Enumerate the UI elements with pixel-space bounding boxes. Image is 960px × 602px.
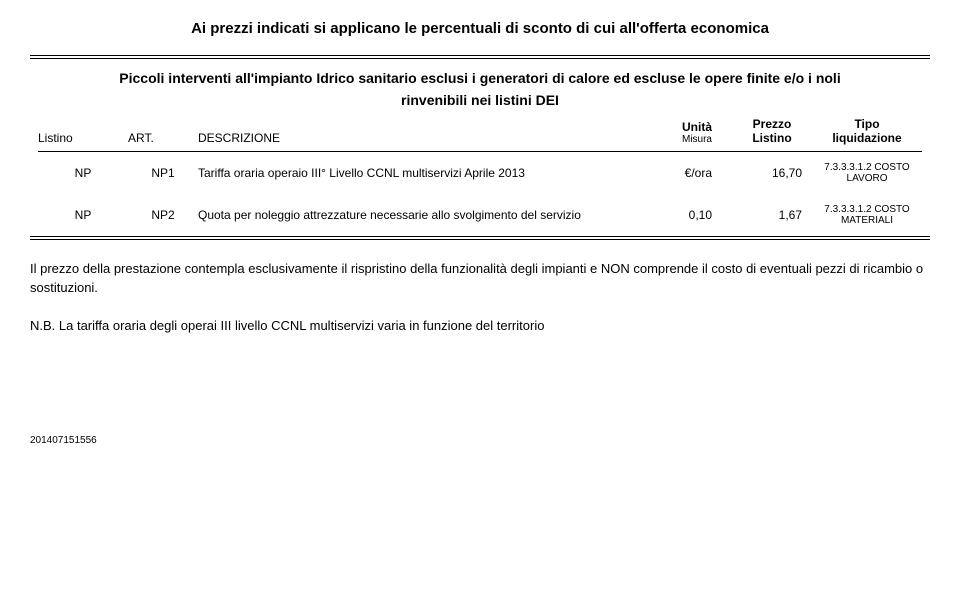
table-frame: Piccoli interventi all'impianto Idrico s… [30,55,930,240]
col-unit-line2: Misura [662,134,732,145]
cell-listino: NP [38,208,128,222]
footer-code: 201407151556 [30,435,930,446]
column-headers: Listino ART. DESCRIZIONE Unità Misura Pr… [38,113,922,152]
cell-tipo: 7.3.3.3.1.2 COSTO LAVORO [812,162,922,184]
cell-tipo-line1: 7.3.3.3.1.2 COSTO [812,162,922,173]
col-listino-header: Listino [38,131,128,145]
header-desc-line2: rinvenibili nei listini DEI [38,91,922,109]
table-row: NP NP1 Tariffa oraria operaio III° Livel… [30,152,930,194]
col-prezzo-header: Prezzo Listino [732,117,812,145]
cell-unit: €/ora [642,166,722,180]
cell-listino: NP [38,166,128,180]
cell-tipo-line2: LAVORO [812,173,922,184]
cell-desc: Quota per noleggio attrezzature necessar… [198,208,642,222]
cell-tipo-line2: MATERIALI [812,215,922,226]
col-desc-header: DESCRIZIONE [198,131,662,145]
cell-art: NP2 [128,208,198,222]
cell-prezzo: 16,70 [722,166,812,180]
note-1: Il prezzo della prestazione contempla es… [30,260,930,296]
col-unit-line1: Unità [662,120,732,134]
table-row: NP NP2 Quota per noleggio attrezzature n… [30,194,930,236]
cell-tipo-line1: 7.3.3.3.1.2 COSTO [812,204,922,215]
cell-prezzo: 1,67 [722,208,812,222]
col-tipo-header: Tipo liquidazione [812,117,922,145]
cell-art: NP1 [128,166,198,180]
cell-desc: Tariffa oraria operaio III° Livello CCNL… [198,166,642,180]
page-title: Ai prezzi indicati si applicano le perce… [30,20,930,37]
cell-unit: 0,10 [642,208,722,222]
col-prezzo-line1: Prezzo [732,117,812,131]
col-unit-header: Unità Misura [662,120,732,145]
note-2: N.B. La tariffa oraria degli operai III … [30,317,930,335]
table-header-block: Piccoli interventi all'impianto Idrico s… [30,59,930,152]
col-art-header: ART. [128,131,198,145]
header-desc-line1: Piccoli interventi all'impianto Idrico s… [38,69,922,87]
col-tipo-line2: liquidazione [812,131,922,145]
col-prezzo-line2: Listino [732,131,812,145]
cell-tipo: 7.3.3.3.1.2 COSTO MATERIALI [812,204,922,226]
col-tipo-line1: Tipo [812,117,922,131]
